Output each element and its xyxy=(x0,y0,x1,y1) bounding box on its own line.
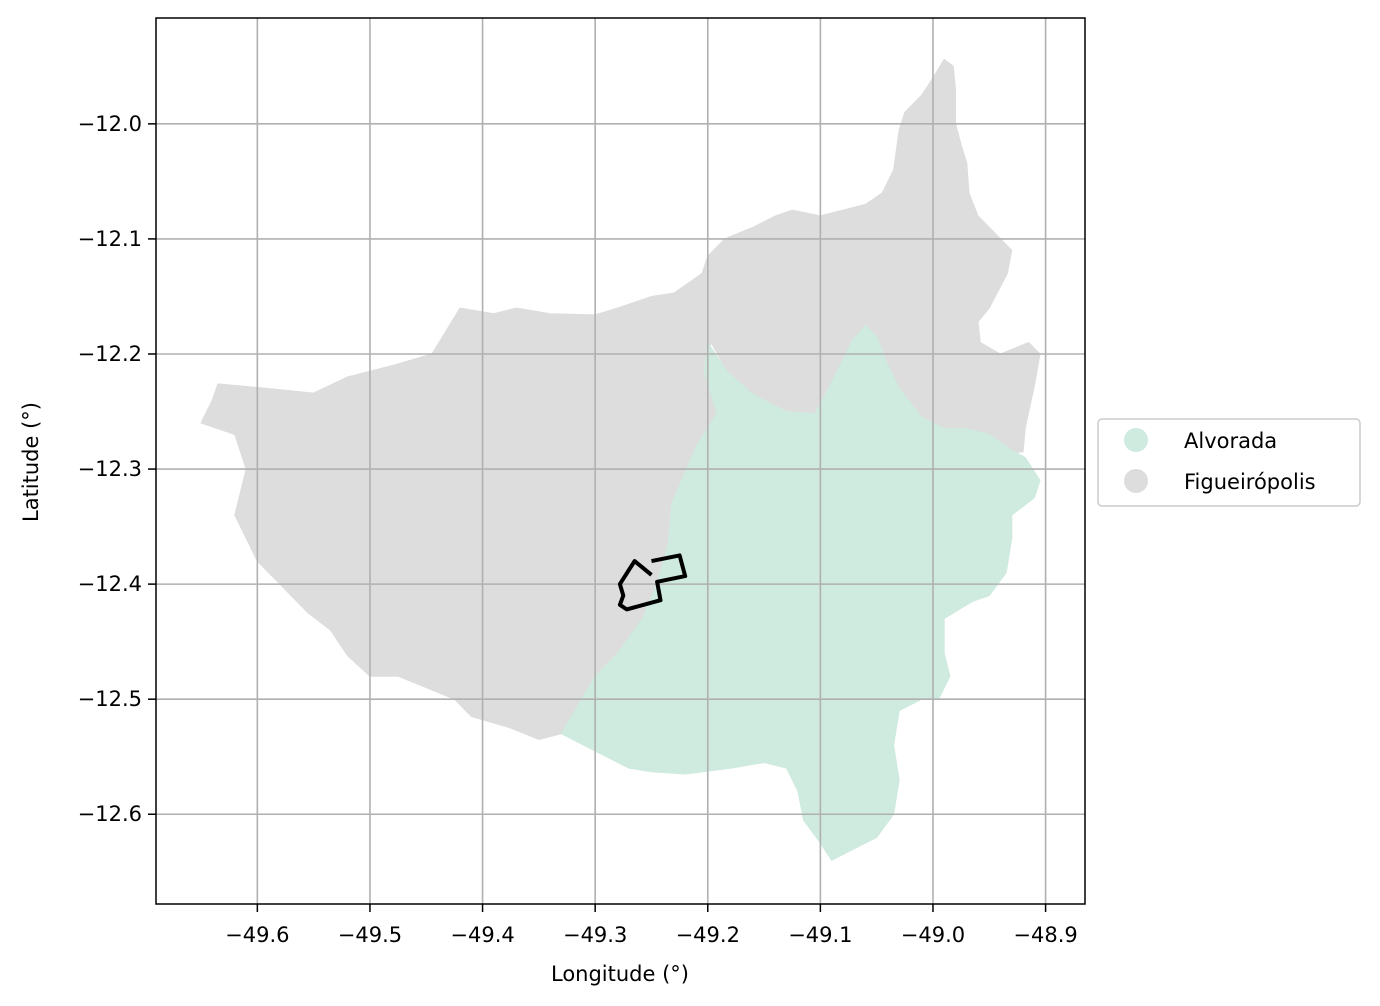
x-tick-label: −49.6 xyxy=(225,923,289,947)
plot-frame xyxy=(155,17,1086,905)
legend-frame xyxy=(1097,418,1361,507)
boundary-outline xyxy=(617,553,688,612)
legend-label-figueiropolis: Figueirópolis xyxy=(1184,470,1316,494)
y-axis: −12.0 −12.1 −12.2 −12.3 −12.4 −12.5 −12.6 xyxy=(78,112,156,826)
y-tick-label: −12.2 xyxy=(78,342,142,366)
y-tick-label: −12.1 xyxy=(78,227,142,251)
x-axis-label: Longitude (°) xyxy=(551,962,689,986)
y-tick-label: −12.6 xyxy=(78,802,142,826)
x-tick-label: −49.5 xyxy=(338,923,402,947)
x-axis: −49.6 −49.5 −49.4 −49.3 −49.2 −49.1 −49.0 −48.9 xyxy=(225,904,1078,947)
x-tick-label: −49.4 xyxy=(450,923,514,947)
x-tick-label: −49.3 xyxy=(563,923,627,947)
grid-layer xyxy=(156,18,1085,904)
region-figueiropolis xyxy=(200,58,1041,741)
y-tick-label: −12.3 xyxy=(78,457,142,481)
y-tick-label: −12.0 xyxy=(78,112,142,136)
y-axis-label: Latitude (°) xyxy=(19,402,43,522)
legend: Alvorada Figueirópolis xyxy=(1097,418,1361,507)
legend-marker-alvorada xyxy=(1124,428,1148,452)
x-tick-label: −49.0 xyxy=(901,923,965,947)
y-tick-label: −12.4 xyxy=(78,572,142,596)
y-tick-label: −12.5 xyxy=(78,687,142,711)
x-tick-label: −49.2 xyxy=(676,923,740,947)
x-tick-label: −48.9 xyxy=(1013,923,1077,947)
legend-marker-figueiropolis xyxy=(1124,469,1148,493)
x-tick-label: −49.1 xyxy=(788,923,852,947)
outline-layer xyxy=(617,553,688,612)
regions-layer xyxy=(200,58,1041,861)
legend-label-alvorada: Alvorada xyxy=(1184,429,1277,453)
